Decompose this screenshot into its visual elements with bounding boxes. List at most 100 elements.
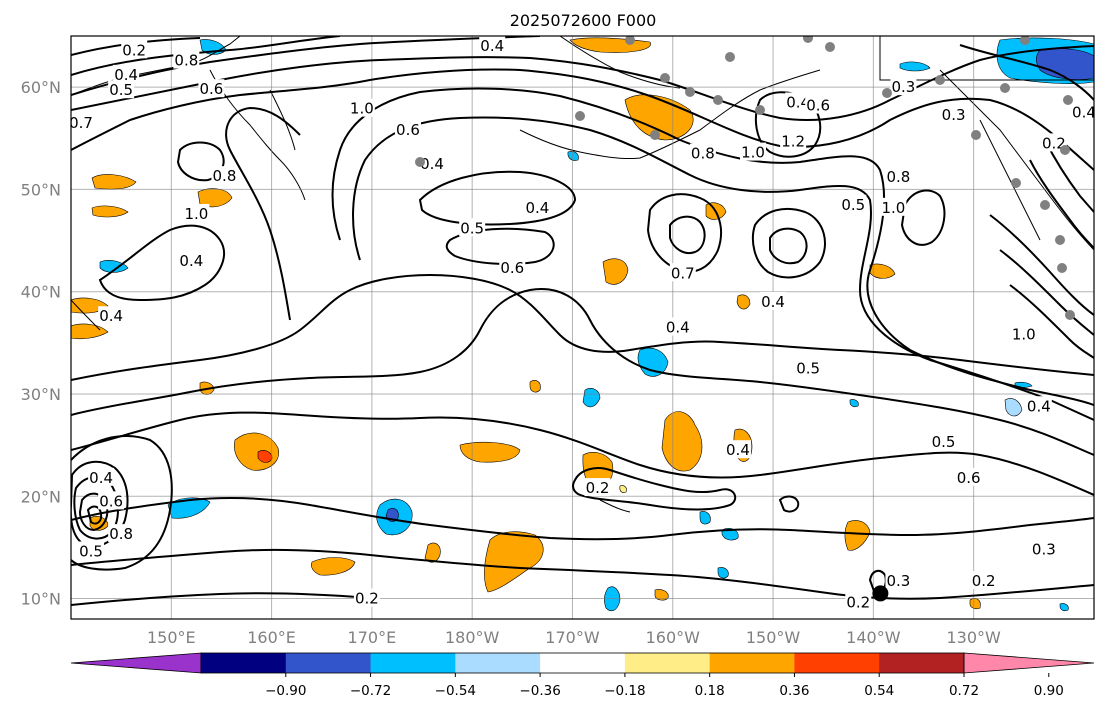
contour-line bbox=[445, 227, 555, 265]
x-tick-label: 140°W bbox=[846, 628, 901, 647]
contour-label: 0.4 bbox=[99, 307, 123, 325]
anomaly-region bbox=[89, 516, 109, 531]
anomaly-region bbox=[1059, 603, 1069, 612]
contour-line bbox=[999, 249, 1094, 336]
contour-label: 1.0 bbox=[184, 205, 208, 223]
contour-label-bg bbox=[183, 203, 210, 222]
colorbar-tick-label: −0.18 bbox=[604, 683, 645, 699]
map-frame bbox=[70, 35, 1095, 620]
station-dot bbox=[725, 52, 735, 62]
contour-label-bg bbox=[955, 467, 982, 486]
contour-label: 0.2 bbox=[846, 594, 870, 612]
contour-label-bg bbox=[930, 432, 957, 451]
contour-label-bg bbox=[524, 197, 551, 216]
station-dot bbox=[1065, 310, 1075, 320]
anomaly-region bbox=[311, 557, 356, 576]
contour-label: 0.5 bbox=[841, 196, 865, 214]
contour-label: 0.3 bbox=[892, 78, 916, 96]
contour-label: 0.4 bbox=[114, 66, 138, 84]
contour-label-bg bbox=[459, 218, 486, 237]
contour-label: 1.0 bbox=[741, 144, 765, 162]
contour-label-bg bbox=[71, 112, 95, 131]
contour-label: 0.7 bbox=[69, 114, 93, 132]
contour-label-bg bbox=[780, 131, 807, 150]
contour-label: 0.2 bbox=[1042, 134, 1066, 152]
contour-line bbox=[1029, 159, 1094, 249]
contour-line bbox=[751, 207, 826, 279]
colorbar-segment bbox=[455, 653, 541, 673]
contour-label: 0.4 bbox=[666, 319, 690, 337]
anomaly-region bbox=[1004, 398, 1023, 417]
contour-label: 0.8 bbox=[213, 167, 237, 185]
colorbar-tick-label: 0.90 bbox=[1034, 683, 1064, 699]
anomaly-region bbox=[736, 294, 751, 310]
contour-label: 0.6 bbox=[500, 259, 524, 277]
colorbar-segment bbox=[624, 653, 711, 673]
contour-label-bg bbox=[88, 467, 115, 486]
contour-label-bg bbox=[419, 153, 446, 172]
contour-line bbox=[225, 106, 301, 321]
colorbar-segment bbox=[285, 653, 372, 673]
colorbar-segment bbox=[540, 653, 626, 673]
x-tick-label: 180°W bbox=[445, 628, 500, 647]
anomaly-region bbox=[654, 589, 669, 601]
anomaly-region bbox=[899, 61, 931, 72]
contour-label: 0.2 bbox=[972, 572, 996, 590]
x-tick-label: 130°W bbox=[946, 628, 1001, 647]
y-tick-label: 30°N bbox=[21, 385, 61, 404]
contour-label: 1.0 bbox=[350, 100, 374, 118]
contour-line bbox=[71, 411, 1094, 496]
contour-label: 0.5 bbox=[109, 81, 133, 99]
station-dot bbox=[1020, 36, 1030, 45]
station-dot bbox=[882, 88, 892, 98]
contour-line bbox=[71, 288, 1094, 456]
anomaly-region bbox=[71, 323, 109, 340]
anomaly-region bbox=[99, 260, 129, 273]
anomaly-region bbox=[529, 380, 541, 393]
x-tick-label: 160°E bbox=[247, 628, 296, 647]
contour-label: 0.4 bbox=[1072, 104, 1096, 122]
contour-label: 0.4 bbox=[726, 441, 750, 459]
x-axis-ticks: 150°E 160°E 170°E 180°W 170°W 160°W 150°W 140°W… bbox=[147, 628, 1001, 647]
black-marker bbox=[872, 585, 889, 602]
contour-label-bg bbox=[198, 79, 225, 98]
anomaly-region bbox=[969, 598, 981, 610]
anomaly-region bbox=[844, 520, 871, 551]
colorbar-segment bbox=[201, 653, 287, 673]
station-dot bbox=[755, 105, 765, 115]
station-dot bbox=[803, 36, 813, 43]
colorbar-tick-label: −0.54 bbox=[435, 683, 476, 699]
contour-line bbox=[71, 548, 1094, 600]
contour-label: 0.4 bbox=[1027, 397, 1051, 415]
station-dot bbox=[575, 111, 585, 121]
station-dot bbox=[971, 130, 981, 140]
station-dot bbox=[825, 42, 835, 52]
anomaly-region bbox=[661, 411, 703, 472]
contour-line bbox=[86, 505, 103, 525]
contour-line bbox=[646, 193, 722, 273]
y-tick-label: 10°N bbox=[21, 590, 61, 609]
colorbar-tick-label: 0.54 bbox=[864, 683, 894, 699]
station-dot bbox=[1057, 263, 1067, 273]
contour-label-bg bbox=[113, 64, 140, 83]
contour-label: 0.6 bbox=[199, 80, 223, 98]
contour-label-bg bbox=[845, 592, 872, 611]
x-tick-label: 170°E bbox=[348, 628, 397, 647]
contour-label-bg bbox=[353, 588, 380, 607]
anomaly-region bbox=[567, 151, 579, 161]
contour-label-bg bbox=[880, 197, 907, 216]
contour-line bbox=[959, 44, 1094, 101]
contour-line bbox=[1009, 284, 1094, 359]
contour-label-bg bbox=[840, 194, 867, 213]
anomaly-region bbox=[602, 258, 629, 285]
contour-line bbox=[71, 592, 371, 606]
contour-line bbox=[572, 467, 737, 511]
contour-label-bg bbox=[1070, 102, 1094, 121]
contour-label-bg bbox=[173, 50, 200, 69]
contour-label: 0.4 bbox=[525, 199, 549, 217]
contour-label-bg bbox=[724, 440, 751, 459]
station-dot bbox=[1011, 178, 1021, 188]
colorbar-segment bbox=[794, 653, 880, 673]
contour-label: 0.6 bbox=[396, 121, 420, 139]
contour-label: 0.8 bbox=[109, 525, 133, 543]
